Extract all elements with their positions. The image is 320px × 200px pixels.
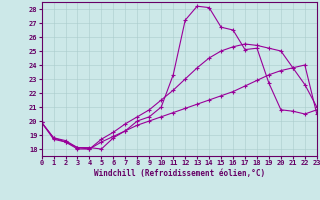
X-axis label: Windchill (Refroidissement éolien,°C): Windchill (Refroidissement éolien,°C) bbox=[94, 169, 265, 178]
